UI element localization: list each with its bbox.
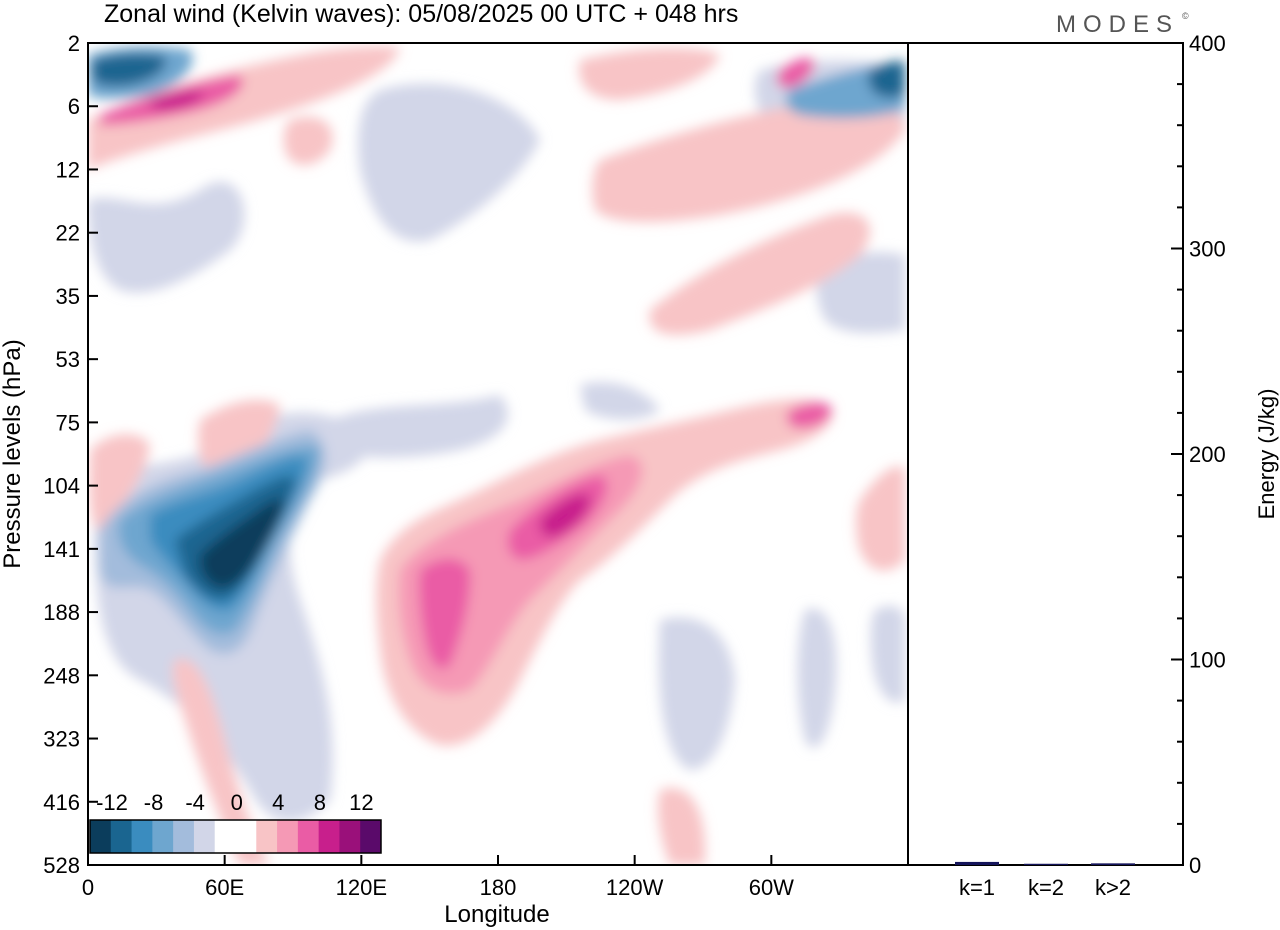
colorbar-frame bbox=[89, 819, 382, 854]
x-tick-label: 180 bbox=[480, 875, 517, 900]
colorbar-label: -4 bbox=[185, 790, 205, 815]
contour-pos-upper-east-diag bbox=[592, 99, 905, 222]
colorbar-label: 0 bbox=[231, 790, 243, 815]
contour-pos-upper-magenta-east bbox=[776, 58, 815, 89]
colorbar-swatch bbox=[173, 820, 195, 853]
x-tick-label: 60W bbox=[749, 875, 794, 900]
colorbar-swatch bbox=[90, 820, 112, 853]
contour-pos-core-6 bbox=[419, 558, 471, 669]
energy-bar-2 bbox=[1024, 863, 1068, 865]
colorbar: -12 -8 -4 0 4 8 12 bbox=[89, 790, 382, 854]
y-tick-label: 2 bbox=[68, 31, 80, 56]
y-axis-label: Pressure levels (hPa) bbox=[0, 339, 26, 568]
contour-neg-lower-far-east bbox=[797, 608, 837, 748]
colorbar-label: 4 bbox=[272, 790, 284, 815]
energy-axis-label: Energy (J/kg) bbox=[1254, 389, 1279, 520]
colorbar-swatch bbox=[235, 820, 257, 853]
x-axis-label: Longitude bbox=[444, 901, 549, 928]
modes-logo: MODES bbox=[1056, 11, 1179, 38]
colorbar-swatch bbox=[110, 820, 133, 853]
y-tick-label: 528 bbox=[43, 853, 80, 878]
contour-pos-east-mid bbox=[855, 466, 905, 571]
colorbar-swatch bbox=[318, 820, 340, 853]
colorbar-swatch bbox=[152, 820, 174, 853]
y-tick-label: 75 bbox=[56, 410, 80, 435]
y-tick-label: 104 bbox=[43, 474, 80, 499]
energy-plot-frame bbox=[907, 42, 1184, 866]
energy-tick-label: 300 bbox=[1189, 237, 1226, 262]
energy-category-label: k=2 bbox=[1028, 875, 1064, 900]
contour-neg-upper bbox=[358, 83, 540, 242]
logo-copyright-mark: © bbox=[1182, 11, 1189, 21]
y-tick-label: 12 bbox=[56, 157, 80, 182]
contour-pos-core-8 bbox=[539, 493, 591, 537]
contour-neg-east-edge bbox=[870, 605, 905, 703]
colorbar-label: -8 bbox=[144, 790, 164, 815]
x-tick-label: 120W bbox=[606, 875, 664, 900]
contour-neg-lower-east bbox=[658, 617, 735, 770]
energy-bars: k=1 k=2 k>2 bbox=[955, 861, 1135, 900]
contour-pos-lower-left bbox=[173, 658, 270, 865]
contour-pos-upper-magenta-core bbox=[149, 90, 205, 110]
y-tick-label: 416 bbox=[43, 790, 80, 815]
energy-tick-label: 0 bbox=[1189, 853, 1201, 878]
contour-neg-east-mid bbox=[816, 252, 905, 333]
contour-neg-mid-strip bbox=[580, 382, 660, 420]
energy-tick-label: 200 bbox=[1189, 442, 1226, 467]
energy-tick-label: 400 bbox=[1189, 31, 1226, 56]
y-tick-label: 35 bbox=[56, 284, 80, 309]
contour-pos-upper-band bbox=[88, 46, 400, 170]
y-tick-label: 248 bbox=[43, 663, 80, 688]
contour-field bbox=[88, 43, 908, 865]
contour-pos-upper-mid bbox=[283, 116, 333, 165]
colorbar-label: 12 bbox=[349, 790, 373, 815]
contour-neg-upper-left bbox=[88, 181, 245, 293]
contour-pos-upper-east bbox=[579, 48, 720, 100]
colorbar-swatch bbox=[256, 820, 278, 853]
energy-bar-1 bbox=[955, 861, 999, 865]
contour-pos-left-mid bbox=[198, 400, 280, 480]
x-tick-label: 120E bbox=[336, 875, 387, 900]
x-tick-label: 60E bbox=[205, 875, 244, 900]
contour-pos-mid-east-magenta bbox=[786, 402, 832, 429]
contour-pos-mid-east-diag bbox=[649, 212, 870, 335]
contour-pos-left-upper bbox=[89, 434, 150, 530]
y-tick-label: 188 bbox=[43, 600, 80, 625]
colorbar-swatch bbox=[193, 820, 216, 853]
energy-axis-ticks: 0 100 200 300 400 bbox=[1171, 31, 1226, 878]
colorbar-label: -12 bbox=[96, 790, 128, 815]
y-tick-label: 53 bbox=[56, 347, 80, 372]
contour-neg-core-12 bbox=[199, 498, 285, 589]
y-tick-label: 22 bbox=[56, 221, 80, 246]
y-tick-label: 323 bbox=[43, 727, 80, 752]
y-tick-label: 141 bbox=[43, 537, 80, 562]
colorbar-swatch bbox=[360, 820, 382, 853]
contour-neg-mid-band bbox=[330, 395, 508, 458]
x-axis-ticks: 0 60E 120E 180 120W 60W bbox=[82, 855, 794, 900]
colorbar-swatch bbox=[131, 820, 153, 853]
colorbar-label: 8 bbox=[314, 790, 326, 815]
colorbar-swatch bbox=[214, 820, 236, 853]
y-tick-label: 6 bbox=[68, 94, 80, 119]
colorbar-swatch bbox=[297, 820, 320, 853]
contour-neg-upper-right-core bbox=[868, 61, 905, 98]
contour-pos-lower-east bbox=[658, 788, 705, 865]
y-axis-ticks: 2 6 12 22 35 53 75 104 141 188 248 323 416 528 bbox=[43, 31, 98, 878]
energy-category-label: k>2 bbox=[1095, 875, 1131, 900]
x-tick-label: 0 bbox=[82, 875, 94, 900]
contour-neg-upper-left-core bbox=[92, 53, 166, 87]
energy-category-label: k=1 bbox=[959, 875, 995, 900]
energy-bar-3 bbox=[1091, 863, 1135, 865]
chart-title: Zonal wind (Kelvin waves): 05/08/2025 00… bbox=[104, 0, 738, 28]
energy-tick-label: 100 bbox=[1189, 648, 1226, 673]
colorbar-swatch bbox=[277, 820, 299, 853]
colorbar-swatch bbox=[339, 820, 361, 853]
